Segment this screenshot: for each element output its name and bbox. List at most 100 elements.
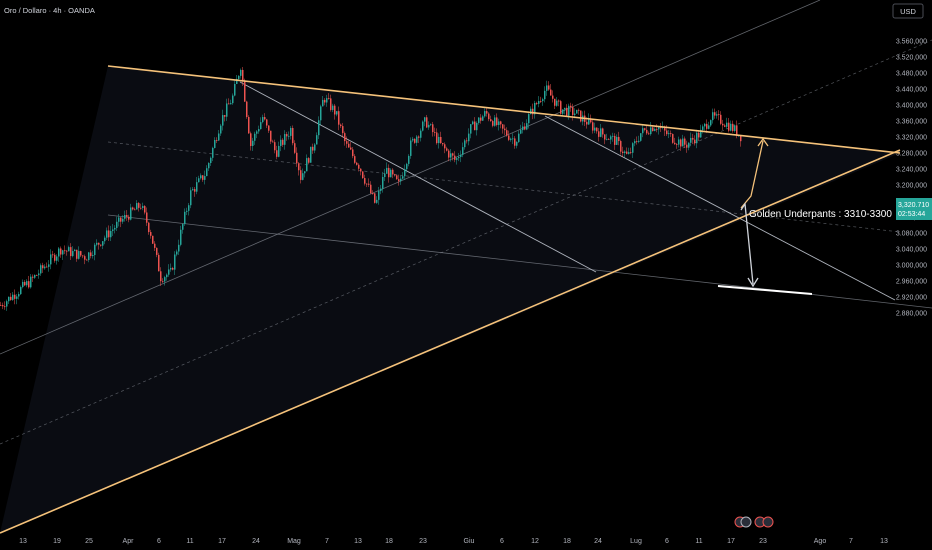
- bear-candle[interactable]: [436, 132, 438, 144]
- bull-candle[interactable]: [136, 203, 138, 210]
- bear-candle[interactable]: [448, 150, 450, 158]
- bull-candle[interactable]: [402, 176, 404, 179]
- bull-candle[interactable]: [166, 274, 168, 278]
- bear-candle[interactable]: [552, 95, 554, 99]
- bear-candle[interactable]: [644, 128, 646, 130]
- bear-candle[interactable]: [566, 107, 568, 116]
- bull-candle[interactable]: [16, 296, 18, 299]
- bear-candle[interactable]: [152, 235, 154, 244]
- bull-candle[interactable]: [518, 133, 520, 142]
- bear-candle[interactable]: [444, 144, 446, 149]
- bull-candle[interactable]: [218, 133, 220, 141]
- bear-candle[interactable]: [434, 132, 436, 133]
- bear-candle[interactable]: [2, 305, 4, 307]
- bear-candle[interactable]: [592, 122, 594, 131]
- bear-candle[interactable]: [172, 268, 174, 270]
- bull-candle[interactable]: [482, 116, 484, 121]
- channel-mid-line[interactable]: [0, 39, 932, 445]
- bear-candle[interactable]: [660, 127, 662, 129]
- bull-candle[interactable]: [726, 122, 728, 127]
- bull-candle[interactable]: [316, 135, 318, 145]
- bear-candle[interactable]: [560, 101, 562, 114]
- bull-candle[interactable]: [498, 121, 500, 126]
- bull-candle[interactable]: [18, 294, 20, 297]
- bull-candle[interactable]: [544, 90, 546, 100]
- bull-candle[interactable]: [6, 301, 8, 307]
- bear-candle[interactable]: [120, 217, 122, 222]
- bull-candle[interactable]: [534, 102, 536, 115]
- bull-candle[interactable]: [430, 124, 432, 126]
- bear-candle[interactable]: [368, 183, 370, 185]
- bear-candle[interactable]: [148, 222, 150, 233]
- bear-candle[interactable]: [414, 138, 416, 143]
- bull-candle[interactable]: [288, 135, 290, 137]
- bear-candle[interactable]: [362, 171, 364, 179]
- bull-candle[interactable]: [258, 129, 260, 132]
- bull-candle[interactable]: [214, 139, 216, 148]
- bear-candle[interactable]: [474, 121, 476, 131]
- bear-candle[interactable]: [496, 117, 498, 126]
- bear-candle[interactable]: [490, 119, 492, 122]
- bear-candle[interactable]: [312, 146, 314, 151]
- bear-candle[interactable]: [466, 140, 468, 142]
- fan-line-2[interactable]: [544, 115, 896, 301]
- bull-candle[interactable]: [634, 141, 636, 144]
- bull-candle[interactable]: [44, 266, 46, 269]
- bear-candle[interactable]: [328, 98, 330, 99]
- bear-candle[interactable]: [98, 242, 100, 245]
- bear-candle[interactable]: [602, 128, 604, 135]
- bull-candle[interactable]: [408, 155, 410, 164]
- bull-candle[interactable]: [304, 171, 306, 174]
- bull-candle[interactable]: [468, 133, 470, 142]
- bear-candle[interactable]: [282, 139, 284, 145]
- bear-candle[interactable]: [52, 254, 54, 256]
- bear-candle[interactable]: [636, 141, 638, 142]
- bull-candle[interactable]: [230, 103, 232, 105]
- bear-candle[interactable]: [372, 193, 374, 195]
- bull-candle[interactable]: [576, 109, 578, 114]
- bull-candle[interactable]: [710, 120, 712, 126]
- bear-candle[interactable]: [664, 126, 666, 131]
- bear-candle[interactable]: [670, 133, 672, 135]
- bear-candle[interactable]: [358, 164, 360, 169]
- bull-candle[interactable]: [472, 121, 474, 125]
- bear-candle[interactable]: [80, 251, 82, 256]
- bear-candle[interactable]: [144, 206, 146, 213]
- event-marker-icon[interactable]: [740, 516, 752, 528]
- bull-candle[interactable]: [200, 175, 202, 179]
- bull-candle[interactable]: [116, 221, 118, 228]
- bear-candle[interactable]: [32, 276, 34, 278]
- bear-candle[interactable]: [160, 271, 162, 282]
- bull-candle[interactable]: [184, 211, 186, 225]
- bull-candle[interactable]: [192, 189, 194, 191]
- bear-candle[interactable]: [344, 133, 346, 142]
- bull-candle[interactable]: [114, 227, 116, 230]
- bear-candle[interactable]: [64, 250, 66, 252]
- bear-candle[interactable]: [264, 117, 266, 120]
- bull-candle[interactable]: [422, 121, 424, 131]
- upper-trendline[interactable]: [107, 65, 901, 154]
- bear-candle[interactable]: [46, 266, 48, 268]
- bear-candle[interactable]: [82, 255, 84, 257]
- bull-candle[interactable]: [34, 275, 36, 278]
- bull-candle[interactable]: [56, 256, 58, 261]
- bull-candle[interactable]: [690, 137, 692, 143]
- bull-candle[interactable]: [400, 178, 402, 182]
- bear-candle[interactable]: [536, 102, 538, 104]
- bull-candle[interactable]: [122, 218, 124, 222]
- bear-candle[interactable]: [714, 112, 716, 116]
- bear-candle[interactable]: [646, 129, 648, 134]
- bear-candle[interactable]: [502, 124, 504, 129]
- bull-candle[interactable]: [464, 140, 466, 148]
- bull-candle[interactable]: [62, 250, 64, 255]
- bull-candle[interactable]: [510, 138, 512, 140]
- bull-candle[interactable]: [390, 169, 392, 178]
- bear-candle[interactable]: [84, 256, 86, 260]
- bear-candle[interactable]: [76, 249, 78, 259]
- bull-candle[interactable]: [712, 112, 714, 121]
- bull-candle[interactable]: [494, 117, 496, 126]
- bear-candle[interactable]: [346, 141, 348, 144]
- bear-candle[interactable]: [666, 130, 668, 135]
- bear-candle[interactable]: [132, 207, 134, 210]
- bull-candle[interactable]: [30, 276, 32, 288]
